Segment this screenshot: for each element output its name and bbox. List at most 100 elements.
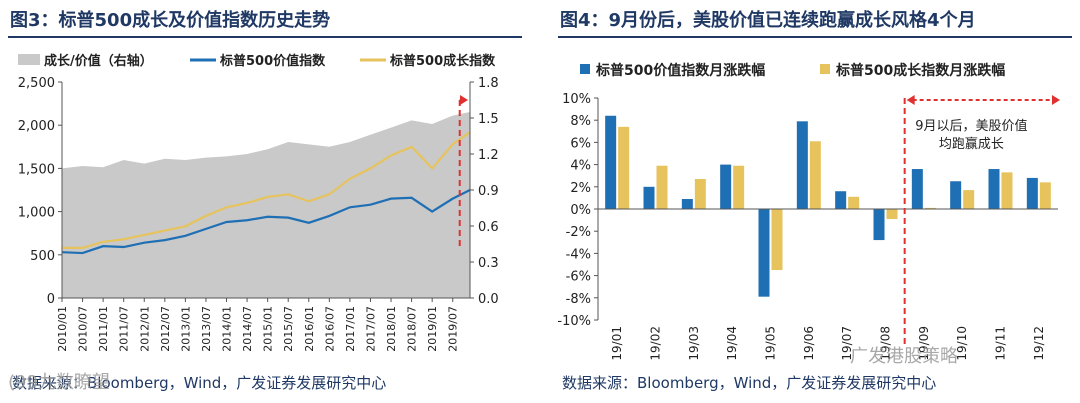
y-tick-label: 0% — [570, 203, 591, 218]
left-watermark: (99九数瞭望 — [8, 372, 110, 393]
bar-0-19/06 — [796, 121, 808, 209]
x-tick-label: 2011/01 — [97, 306, 110, 352]
category-label: 19/06 — [802, 326, 816, 361]
x-tick-label: 2013/07 — [200, 306, 213, 352]
category-label: 19/01 — [610, 326, 624, 361]
right-tick-label: 1.2 — [478, 148, 499, 163]
right-tick-label: 1.5 — [478, 112, 499, 127]
left-tick-label: 0 — [47, 292, 55, 307]
left-tick-label: 2,500 — [18, 76, 55, 91]
x-tick-label: 2015/07 — [282, 306, 295, 352]
bar-1-19/06 — [809, 141, 821, 209]
category-label: 19/08 — [879, 326, 893, 361]
bar-0-19/02 — [643, 186, 655, 209]
red-arrow-head-right — [1052, 95, 1060, 105]
annotation-line-2: 均跑赢成长 — [939, 136, 1004, 152]
bar-1-19/10 — [963, 190, 975, 209]
bar-1-19/03 — [694, 179, 706, 209]
category-label: 19/10 — [955, 326, 969, 361]
left-tick-label: 500 — [30, 249, 55, 264]
category-label: 19/09 — [917, 326, 931, 361]
y-tick-label: -4% — [566, 247, 591, 262]
right-watermark: 广发港股策略 — [850, 346, 958, 367]
bar-0-19/12 — [1026, 177, 1038, 209]
bar-0-19/08 — [873, 209, 885, 241]
bar-1-19/04 — [733, 165, 745, 209]
y-tick-label: 6% — [570, 136, 591, 151]
right-tick-label: 0.3 — [478, 256, 499, 271]
bar-1-19/02 — [656, 165, 668, 209]
bar-0-19/09 — [911, 169, 923, 209]
right-tick-label: 0.6 — [478, 220, 499, 235]
legend-label-2: 标普500成长指数 — [389, 53, 496, 69]
category-label: 19/02 — [649, 326, 663, 361]
bar-0-19/03 — [681, 199, 693, 209]
category-label: 19/03 — [687, 326, 701, 361]
category-label: 19/11 — [994, 326, 1008, 361]
y-tick-label: -10% — [557, 314, 591, 329]
bar-1-19/08 — [886, 209, 898, 219]
category-label: 19/07 — [840, 326, 854, 361]
x-tick-label: 2014/01 — [221, 306, 234, 352]
right-chart-source: 数据来源：Bloomberg，Wind，广发证券发展研究中心 — [562, 374, 937, 392]
right-chart-svg: 标普500价值指数月涨跌幅 标普500成长指数月涨跌幅 10% 8% 6% 4% 2% 0% -… — [557, 62, 1060, 361]
y-tick-label: -2% — [566, 225, 591, 240]
y-tick-label: 10% — [562, 92, 591, 107]
x-tick-label: 2014/07 — [241, 306, 254, 352]
x-tick-label: 2019/07 — [447, 306, 460, 352]
y-tick-label: 8% — [570, 114, 591, 129]
legend-label-0: 标普500价值指数月涨跌幅 — [595, 62, 765, 79]
category-label: 19/04 — [725, 326, 739, 361]
y-tick-label: 4% — [570, 159, 591, 174]
bar-1-19/01 — [618, 126, 630, 209]
left-chart-title: 图3：标普500成长及价值指数历史走势 — [10, 10, 331, 31]
category-label: 19/05 — [764, 326, 778, 361]
left-chart-source: 数据来源：Bloomberg，Wind，广发证券发展研究中心 — [12, 374, 387, 392]
bar-0-19/10 — [950, 181, 962, 209]
right-chart-title: 图4：9月份后，美股价值已连续跑赢成长风格4个月 — [560, 10, 976, 31]
x-tick-label: 2011/07 — [118, 306, 131, 352]
x-tick-label: 2013/01 — [179, 306, 192, 352]
bar-0-19/05 — [758, 209, 770, 297]
y-tick-label: -6% — [566, 270, 591, 285]
series-line-1 — [61, 189, 471, 255]
left-title-rule — [8, 36, 522, 38]
x-tick-label: 2010/07 — [77, 306, 90, 352]
bar-1-19/05 — [771, 209, 783, 271]
bar-1-19/11 — [1001, 172, 1013, 209]
bar-0-19/04 — [720, 164, 732, 209]
legend-label-1: 标普500价值指数 — [219, 53, 326, 69]
red-arrow-head-left — [906, 95, 915, 105]
right-tick-label: 0.9 — [478, 184, 499, 199]
x-tick-label: 2012/07 — [159, 306, 172, 352]
legend-label-1: 标普500成长指数月涨跌幅 — [835, 62, 1005, 79]
x-tick-label: 2019/01 — [426, 306, 439, 352]
x-tick-label: 2012/01 — [138, 306, 151, 352]
bar-1-19/12 — [1039, 182, 1051, 209]
x-tick-label: 2016/01 — [303, 306, 316, 352]
series-line-2 — [62, 131, 471, 249]
legend-swatch-0 — [580, 64, 590, 74]
right-tick-label: 1.8 — [478, 76, 499, 91]
x-tick-label: 2010/01 — [56, 306, 69, 352]
legend-swatch-1 — [820, 64, 830, 74]
left-tick-label: 1,000 — [18, 206, 55, 221]
bar-1-19/09 — [924, 207, 936, 209]
bar-1-19/07 — [848, 196, 860, 209]
right-title-rule — [558, 36, 1072, 38]
left-chart-svg: 成长/价值（右轴） 标普500价值指数 标普500成长指数 0 500 1,000 1,50… — [18, 53, 499, 352]
right-chart-panel: 图4：9月份后，美股价值已连续跑赢成长风格4个月 标普500价值指数月涨跌幅 标普… — [550, 0, 1080, 403]
bar-0-19/11 — [988, 169, 1000, 209]
x-tick-label: 2017/01 — [344, 306, 357, 352]
bar-0-19/07 — [835, 191, 847, 209]
legend-label-0: 成长/价值（右轴） — [44, 53, 153, 69]
annotation-line-1: 9月以后，美股价值 — [915, 118, 1027, 134]
ratio-area — [62, 112, 470, 298]
right-tick-label: 0.0 — [478, 292, 499, 307]
left-tick-label: 1,500 — [18, 162, 55, 177]
y-tick-label: 2% — [570, 181, 591, 196]
bar-0-19/01 — [605, 115, 617, 209]
left-tick-label: 2,000 — [18, 119, 55, 134]
category-label: 19/12 — [1032, 326, 1046, 361]
y-tick-label: -8% — [566, 292, 591, 307]
